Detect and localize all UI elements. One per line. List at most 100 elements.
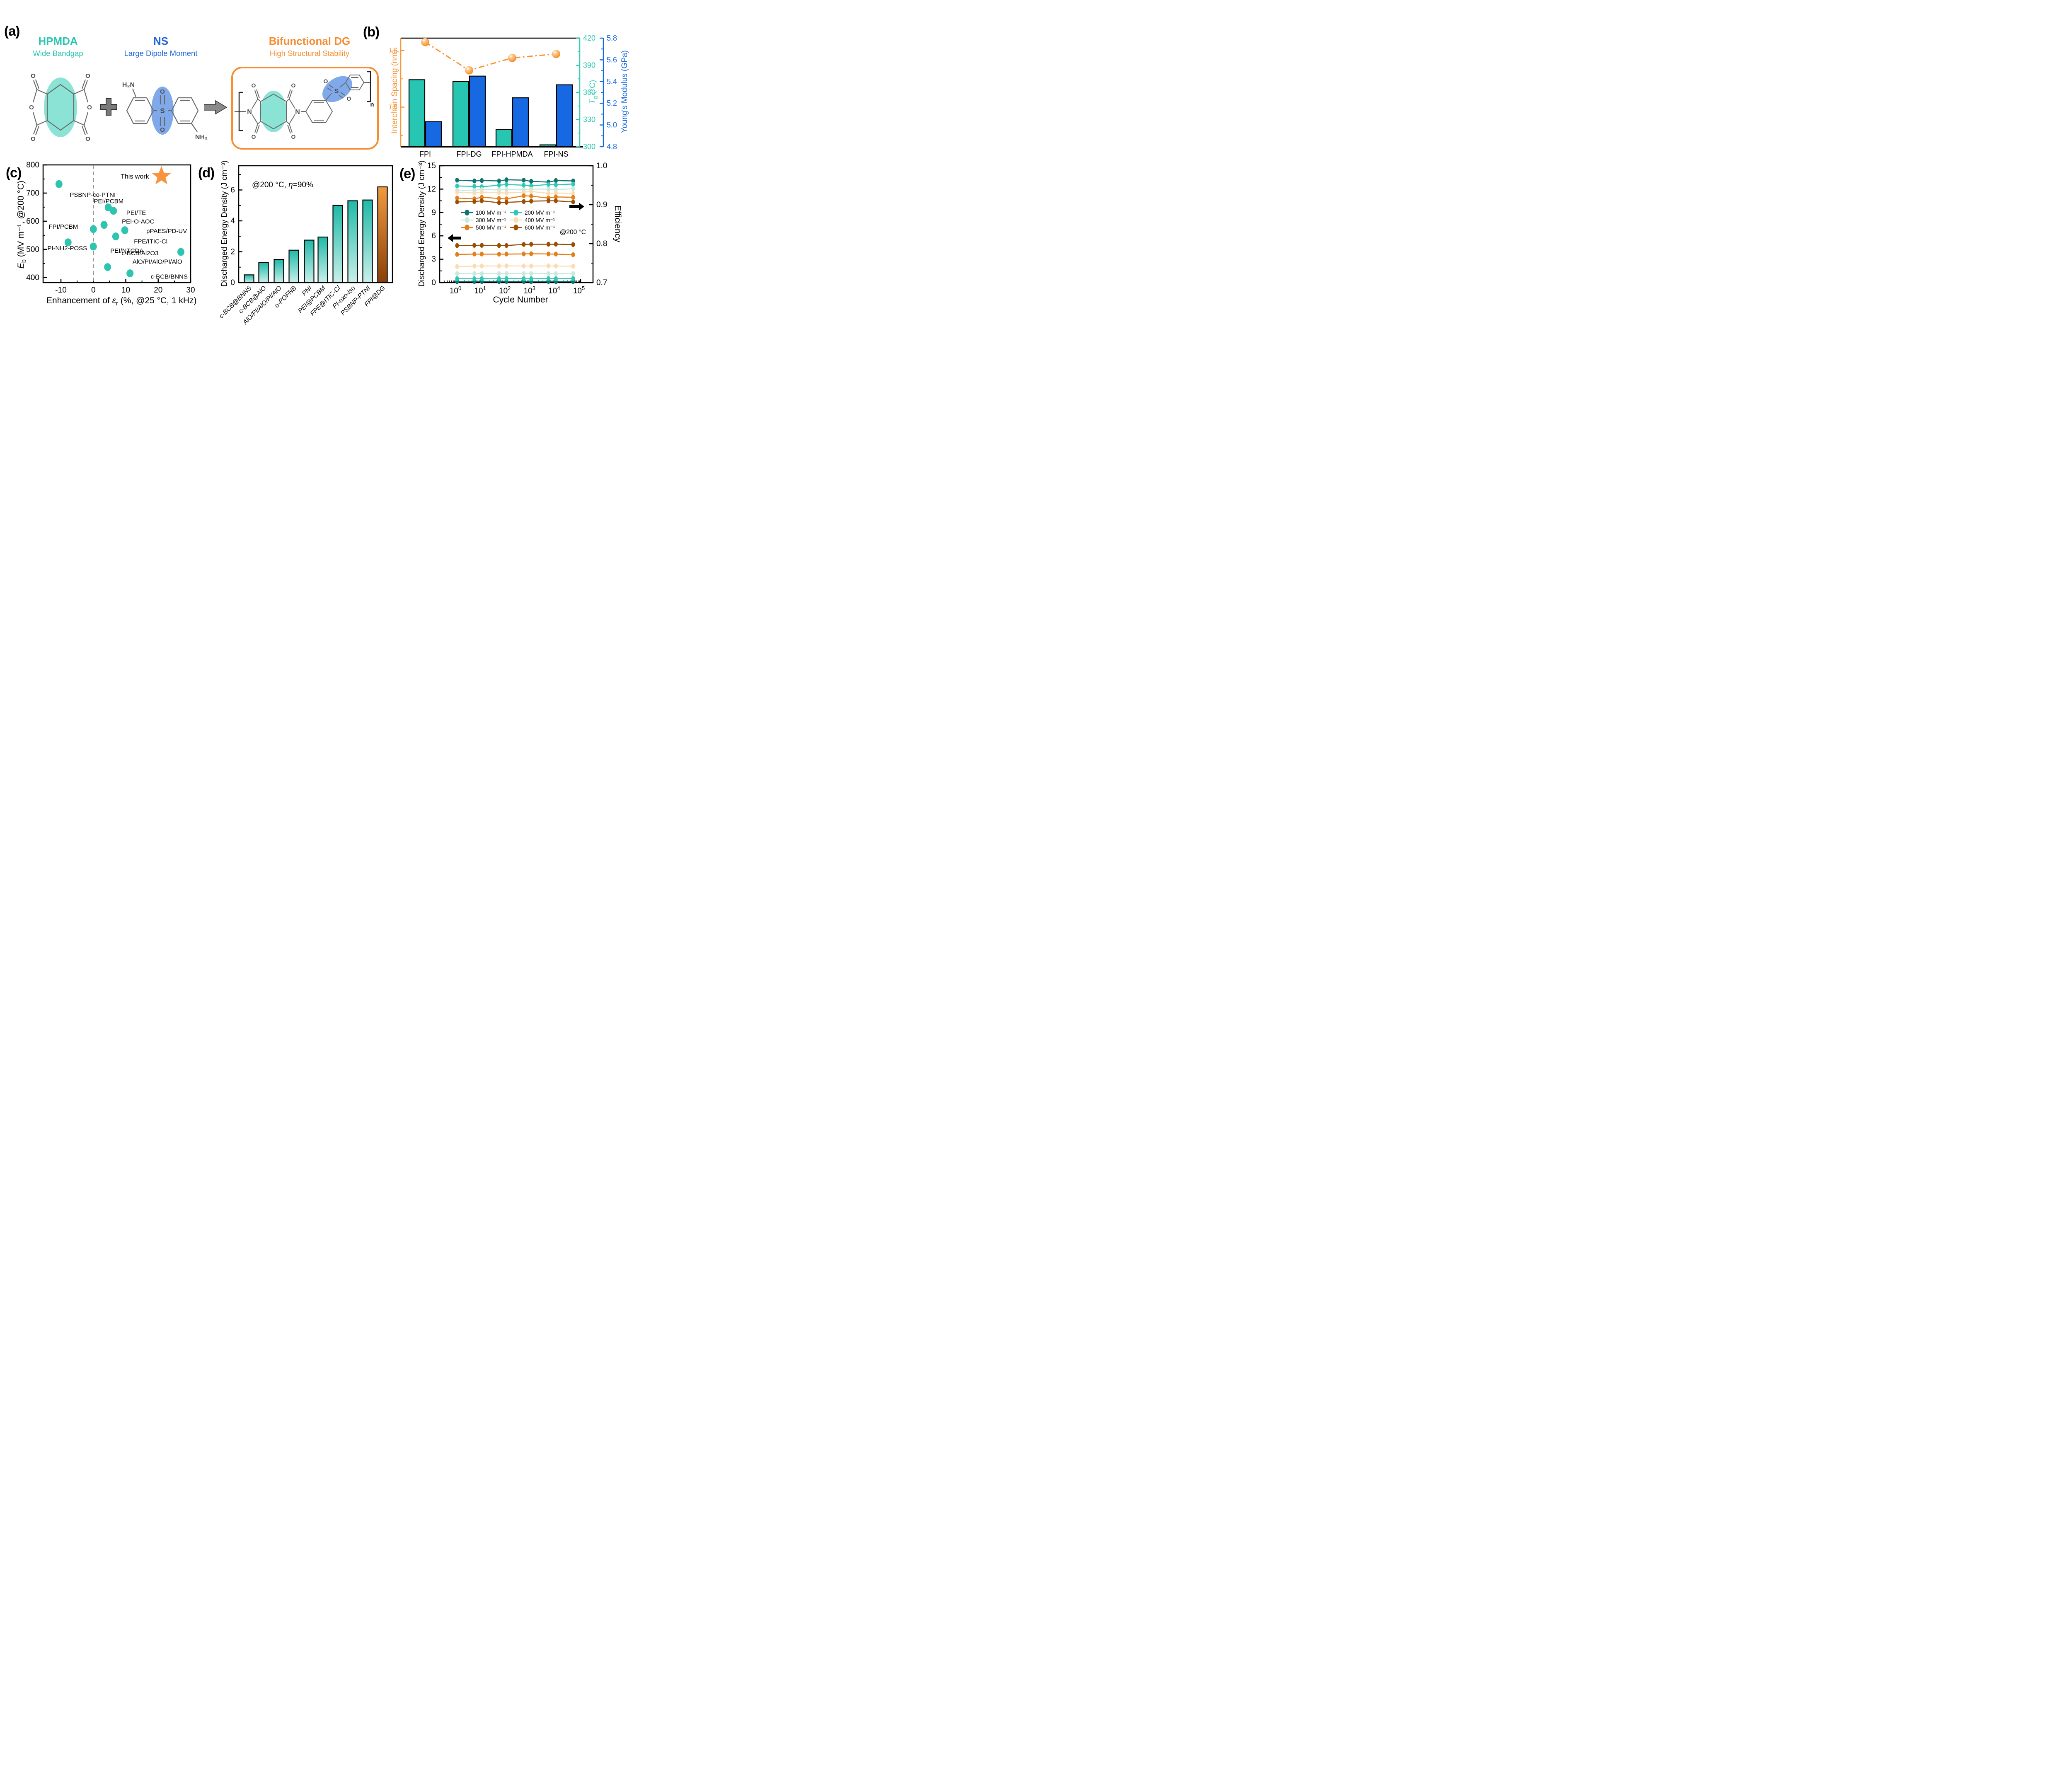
right-arrow-icon bbox=[569, 203, 584, 210]
energy-point bbox=[497, 243, 501, 248]
tg-bar bbox=[408, 79, 426, 148]
efficiency-point bbox=[455, 177, 459, 183]
point-label: PEI-O-AOC bbox=[122, 218, 155, 225]
data-point bbox=[126, 269, 134, 278]
efficiency-point bbox=[529, 194, 533, 199]
energy-point bbox=[497, 252, 501, 257]
energy-point bbox=[554, 242, 558, 247]
data-point bbox=[177, 248, 185, 256]
efficiency-line bbox=[457, 188, 574, 191]
c-x-axis-label: Enhancement of εr (%, @25 °C, 1 kHz) bbox=[46, 296, 197, 307]
energy-point bbox=[554, 276, 558, 281]
category-label: FPI-HPMDA bbox=[492, 150, 533, 158]
e-left-axis-label: Discharged Energy Density (J cm⁻³) bbox=[417, 160, 426, 287]
oxygen-atom: O bbox=[291, 133, 296, 140]
efficiency-point bbox=[504, 196, 508, 201]
point-label: FPI/PCBM bbox=[48, 223, 78, 230]
efficiency-point bbox=[504, 191, 508, 196]
interchain-spacing-line bbox=[425, 41, 557, 71]
energy-point bbox=[554, 252, 558, 256]
efficiency-point bbox=[497, 190, 501, 195]
tick-label: 12 bbox=[427, 185, 436, 194]
tick-label: 500 bbox=[26, 245, 39, 254]
category-label: FPI-DG bbox=[457, 150, 482, 158]
benzene-ring bbox=[126, 97, 154, 124]
amine-group: H₂N bbox=[122, 82, 135, 89]
figure-canvas: (a) HPMDA Wide Bandgap NS Large Dipole M… bbox=[0, 0, 637, 358]
product-box bbox=[231, 67, 379, 150]
x-tick-label: 101 bbox=[474, 285, 486, 295]
ns-skeleton bbox=[126, 88, 199, 132]
energy-point bbox=[455, 252, 459, 257]
efficiency-point bbox=[455, 184, 459, 189]
interchain-spacing-point bbox=[508, 53, 516, 62]
hpmda-molecule: O O O O O O bbox=[29, 73, 92, 143]
energy-point bbox=[529, 271, 533, 276]
point-label: PEI/PCBM bbox=[94, 198, 123, 205]
efficiency-point bbox=[554, 182, 558, 187]
tick-label: 5.8 bbox=[607, 34, 617, 42]
efficiency-point bbox=[480, 190, 484, 195]
energy-point bbox=[571, 276, 575, 281]
modulus-bar bbox=[512, 97, 529, 148]
x-tick-label: 105 bbox=[573, 285, 585, 295]
hpmda-title: HPMDA bbox=[38, 35, 78, 47]
efficiency-point bbox=[522, 199, 526, 204]
point-label: pPAES/PD-UV bbox=[146, 228, 187, 235]
tick-label: 600 bbox=[26, 217, 39, 226]
modulus-bar bbox=[556, 84, 573, 148]
tick-label: 1.0 bbox=[596, 162, 607, 170]
c-y-axis-label: Eb (MV m⁻¹, @200 °C) bbox=[16, 180, 28, 269]
energy-point bbox=[546, 252, 551, 256]
polymer-atoms: N N O O O O S O O n bbox=[247, 78, 374, 140]
efficiency-point bbox=[497, 200, 501, 206]
energy-point bbox=[497, 264, 501, 268]
point-label: FPE/ITIC-Cl bbox=[134, 238, 167, 245]
efficiency-point bbox=[546, 186, 551, 192]
tick-label: 0.8 bbox=[596, 239, 607, 248]
tick-label: 4.8 bbox=[607, 143, 617, 151]
bar bbox=[304, 239, 315, 283]
tick-label: 0 bbox=[230, 278, 235, 287]
data-point bbox=[121, 226, 128, 235]
ns-atoms: H₂N S O O NH₂ bbox=[122, 82, 208, 141]
efficiency-point bbox=[480, 195, 484, 200]
nitrogen-atom: N bbox=[247, 109, 252, 116]
dg-title: Bifunctional DG bbox=[269, 35, 351, 47]
oxygen-atom: O bbox=[160, 126, 165, 133]
b-right2-axis-label: Young's Modulus (GPa) bbox=[620, 50, 629, 133]
energy-point bbox=[504, 271, 508, 276]
efficiency-point bbox=[455, 190, 459, 195]
bar bbox=[362, 199, 373, 283]
efficiency-point bbox=[472, 178, 477, 184]
interchain-spacing-point bbox=[552, 50, 560, 58]
energy-point bbox=[472, 243, 477, 248]
efficiency-line bbox=[457, 195, 574, 200]
chart-e: 0 3 6 9 12 15 0.7 0.8 0.9 1.0 100 101 102 103 104 105 10… bbox=[427, 162, 608, 295]
left-arrow-icon bbox=[448, 234, 461, 242]
tick-label: 420 bbox=[583, 34, 595, 42]
ns-title: NS bbox=[153, 35, 169, 47]
tick-label: 300 bbox=[583, 143, 595, 151]
oxygen-atom: O bbox=[291, 82, 296, 89]
efficiency-point bbox=[571, 186, 575, 191]
efficiency-point bbox=[504, 200, 508, 205]
e-right-axis-label: Efficiency bbox=[613, 205, 622, 242]
polymer-skeleton bbox=[235, 75, 370, 134]
panel-label-a: (a) bbox=[4, 23, 20, 39]
efficiency-point bbox=[529, 179, 533, 184]
point-label: c-BCB/BNNS bbox=[151, 273, 188, 281]
data-point bbox=[100, 221, 108, 229]
tick-label: -10 bbox=[55, 286, 66, 295]
tick-label: 390 bbox=[583, 61, 595, 70]
energy-point bbox=[546, 276, 551, 281]
energy-point bbox=[571, 242, 575, 247]
legend-label: 400 MV m⁻¹ bbox=[525, 217, 555, 223]
tick-label: 5.0 bbox=[607, 121, 617, 129]
efficiency-point bbox=[455, 196, 459, 201]
efficiency-point bbox=[472, 184, 477, 189]
efficiency-point bbox=[571, 195, 575, 200]
x-tick-label: 103 bbox=[524, 285, 535, 295]
tick-label: 330 bbox=[583, 116, 595, 124]
panel-label-c: (c) bbox=[6, 165, 22, 180]
